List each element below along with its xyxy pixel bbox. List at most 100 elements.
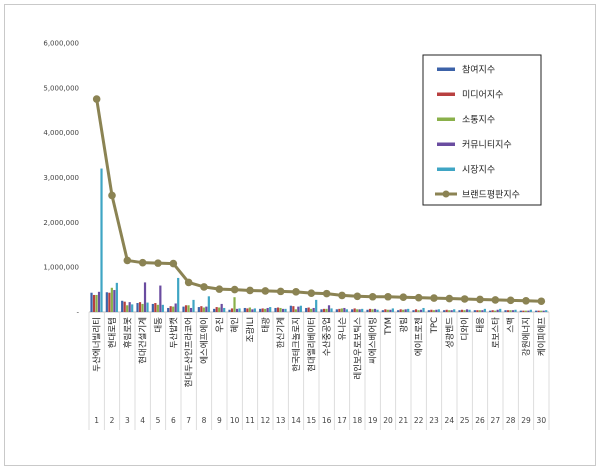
rank-label: 28 [506, 416, 516, 425]
bar [376, 309, 379, 312]
bar [279, 307, 282, 312]
bar [243, 307, 246, 312]
line-point [200, 283, 208, 291]
category-label: 현대로템 [107, 317, 118, 348]
bar [259, 308, 262, 312]
bar [478, 310, 481, 312]
line-point [322, 289, 331, 298]
line-point [307, 289, 316, 297]
chart-svg: - 1,000,000 2,000,000 3,000,000 4,000,000 5,0… [43, 40, 550, 430]
bar [399, 309, 402, 312]
bar [121, 300, 124, 312]
bar [358, 309, 361, 312]
legend-swatch [437, 67, 455, 71]
bar [228, 309, 231, 312]
bar [97, 291, 101, 312]
bar [445, 309, 448, 312]
bar [110, 287, 113, 312]
rank-label: 5 [156, 416, 161, 425]
rank-label: 24 [445, 416, 455, 425]
bar [465, 309, 469, 312]
bar [419, 309, 423, 312]
bar [373, 308, 377, 312]
rank-label: 12 [261, 416, 271, 425]
bar [205, 306, 208, 312]
rank-label: 23 [429, 416, 439, 425]
rank-label: 14 [291, 416, 301, 425]
bar [108, 292, 111, 312]
bar [504, 310, 507, 312]
bar [172, 306, 175, 312]
bar [289, 305, 292, 312]
legend-swatch [437, 117, 455, 121]
rank-label: 29 [521, 416, 531, 425]
bar [113, 290, 116, 312]
bar [220, 303, 223, 312]
bar [458, 310, 461, 312]
bar [542, 310, 545, 312]
bar [174, 303, 177, 312]
line-point [138, 258, 147, 267]
legend-label: 브랜드평판지수 [462, 190, 520, 201]
line-point [338, 291, 346, 300]
y-tick-label: 6,000,000 [43, 40, 79, 48]
line-point [384, 292, 392, 301]
line-point [292, 288, 300, 296]
category-label: 에이프로젠 [414, 317, 425, 356]
line-point [184, 278, 193, 287]
legend-swatch [437, 167, 455, 171]
bar [489, 310, 492, 312]
line-point [108, 191, 116, 200]
bar [274, 307, 277, 312]
bar [189, 307, 193, 312]
category-label: 태웅 [476, 317, 486, 333]
category-label: 성광벤드 [444, 317, 455, 348]
bar [340, 308, 343, 312]
category-label: 에스에프에이 [199, 317, 210, 364]
y-tick-label: - [76, 309, 79, 317]
bar [422, 307, 425, 312]
bar [468, 309, 471, 312]
bar [430, 309, 433, 312]
category-label: 휴림로봇 [122, 317, 133, 348]
rank-label: 6 [171, 416, 176, 425]
bar [200, 306, 203, 312]
line-point [430, 294, 438, 302]
bar [95, 294, 98, 312]
bar [264, 308, 267, 312]
legend-label: 미디어지수 [462, 90, 503, 101]
bar [435, 309, 438, 312]
bar [207, 296, 210, 312]
bar [545, 310, 548, 312]
bar [233, 297, 236, 312]
bar [511, 310, 515, 312]
category-label: 케이피에프 [536, 317, 547, 356]
legend-label: 커뮤니티지수 [462, 140, 512, 151]
bar [238, 308, 241, 312]
bar [437, 309, 440, 312]
bar [90, 292, 93, 312]
legend-label: 시장지수 [462, 165, 495, 176]
bar [460, 309, 464, 312]
bar [128, 302, 131, 312]
category-label: 한신기계 [276, 317, 287, 348]
bar [151, 303, 154, 312]
category-label: 디와이 [460, 317, 471, 340]
bar [248, 307, 251, 312]
bar [315, 299, 318, 312]
rank-label: 19 [368, 416, 378, 425]
bar [123, 301, 126, 312]
line-point [414, 293, 423, 302]
category-label: 두산에너빌리티 [92, 317, 103, 372]
bar [371, 309, 374, 312]
line-point [522, 296, 530, 305]
category-label: 광림 [398, 317, 409, 333]
bar [235, 308, 239, 312]
bar [540, 310, 543, 312]
bar [368, 308, 372, 312]
line-point [246, 286, 254, 295]
rank-label: 21 [399, 416, 409, 425]
bar [266, 307, 269, 312]
bar [330, 308, 333, 312]
